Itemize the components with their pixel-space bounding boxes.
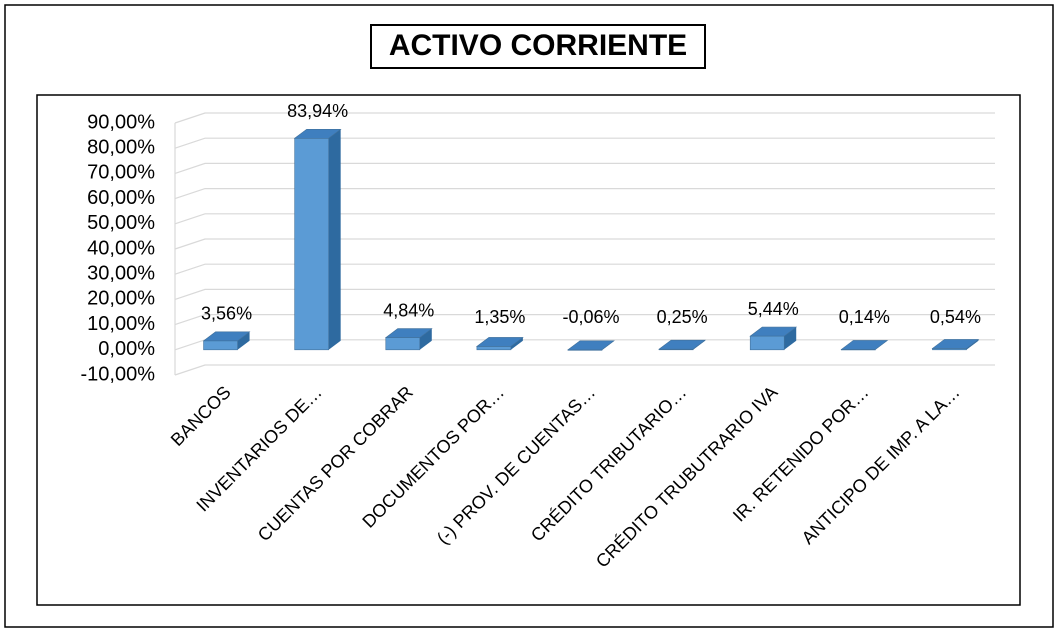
plot-frame [36, 94, 1021, 606]
grid-line [174, 188, 995, 200]
value-label: 5,44% [748, 299, 799, 319]
y-tick-label: 30,00% [87, 262, 155, 284]
grid-line [174, 364, 995, 376]
y-tick-label: 0,00% [98, 338, 155, 360]
y-tick-label: 40,00% [87, 237, 155, 259]
bar-side [784, 327, 797, 350]
y-tick-label: 50,00% [87, 212, 155, 234]
bar [749, 335, 785, 351]
y-tick-label: 80,00% [87, 136, 155, 158]
y-tick-label: 90,00% [87, 111, 155, 133]
bar [476, 346, 512, 351]
bar-top [931, 339, 980, 349]
bar-top [840, 340, 889, 350]
value-label: 0,25% [657, 307, 708, 327]
y-tick-label: 70,00% [87, 162, 155, 184]
bar-side [510, 337, 523, 350]
bar-side [328, 129, 341, 350]
value-label: 83,94% [287, 101, 348, 121]
bar [385, 337, 421, 351]
value-label: 4,84% [383, 300, 434, 320]
value-label: 0,14% [839, 307, 890, 327]
y-tick-label: 20,00% [87, 288, 155, 310]
bar-top [384, 328, 433, 338]
y-tick-label: -10,00% [81, 363, 156, 385]
grid-line [174, 238, 995, 250]
value-label: 3,56% [201, 304, 252, 324]
grid-line [174, 263, 995, 275]
bar-top [567, 340, 615, 351]
grid-line [174, 288, 995, 300]
grid-line [174, 314, 995, 326]
chart-title: ACTIVO CORRIENTE [389, 29, 687, 62]
bar-top [202, 331, 251, 342]
value-label: 0,54% [930, 307, 981, 327]
bar-side [419, 328, 432, 350]
y-tick-label: 10,00% [87, 313, 155, 335]
value-label: 1,35% [474, 307, 525, 327]
bar-top [475, 337, 524, 347]
outer-frame [4, 4, 1054, 628]
grid-line [174, 137, 995, 149]
bar-top [749, 326, 798, 337]
bar-top [658, 339, 707, 350]
bar-side [237, 331, 250, 350]
grid-line [174, 213, 995, 225]
y-tick-label: 60,00% [87, 187, 155, 209]
grid-line [174, 162, 995, 174]
bar [203, 340, 238, 351]
bar [294, 137, 329, 351]
grid-line [174, 112, 995, 124]
value-label: -0,06% [562, 307, 619, 327]
bar-top [293, 128, 342, 139]
title-box [370, 24, 706, 69]
